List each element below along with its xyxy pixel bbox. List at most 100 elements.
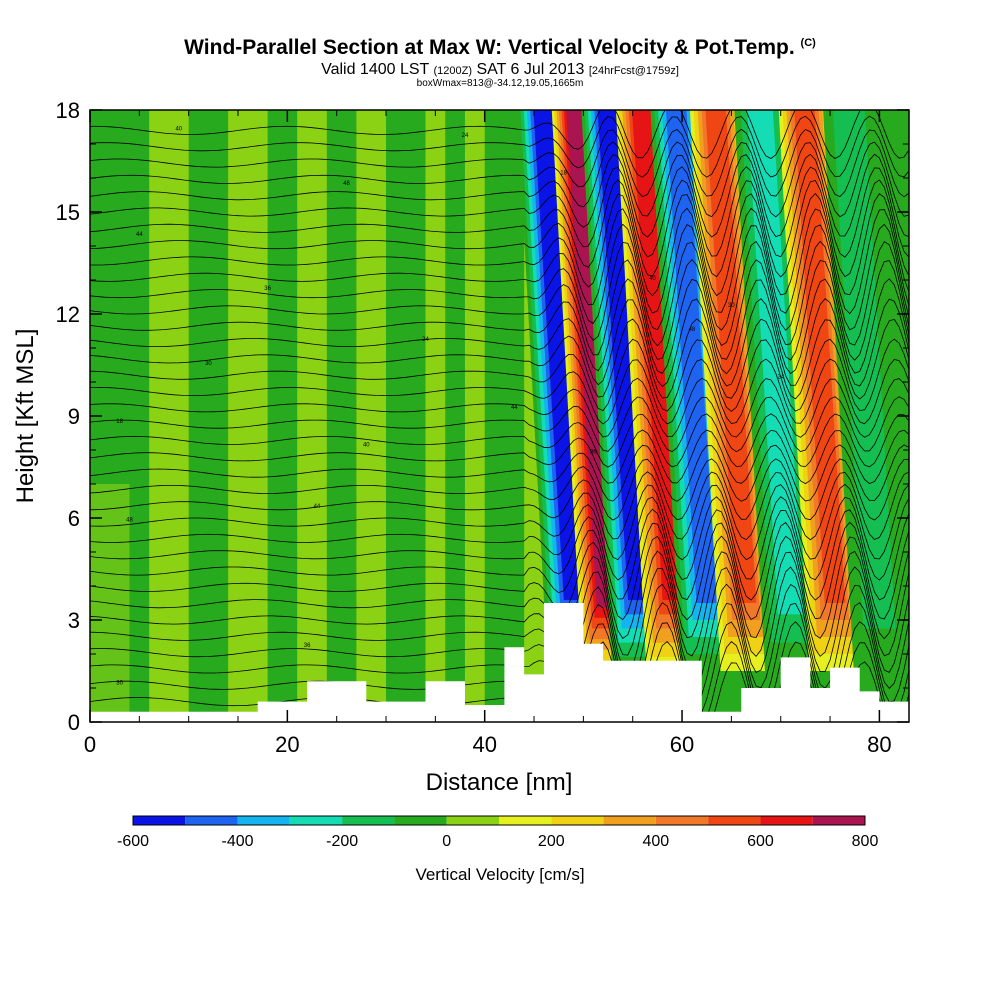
colorbar-segment xyxy=(237,816,290,825)
x-tick-label: 0 xyxy=(84,732,96,757)
y-tick-label: 15 xyxy=(56,200,80,225)
y-axis-title: Height [Kft MSL] xyxy=(12,329,39,504)
isentrope-label: 36 xyxy=(264,286,271,292)
colorbar-segment xyxy=(708,816,761,825)
isentrope-label: 36 xyxy=(304,643,311,649)
isentrope-label: 18 xyxy=(116,419,123,425)
colorbar-segment xyxy=(185,816,238,825)
isentrope-line xyxy=(90,223,909,331)
velocity-band-down xyxy=(665,110,717,603)
isentrope-label: 44 xyxy=(511,405,518,411)
velocity-band-down xyxy=(597,110,648,601)
colorbar-segment xyxy=(133,816,186,825)
colorbar-segment xyxy=(812,816,865,825)
colorbar-segment xyxy=(603,816,656,825)
isentrope-line xyxy=(90,115,909,178)
isentrope-label: 24 xyxy=(422,337,429,343)
velocity-band-down xyxy=(533,110,584,601)
colorbar-title: Vertical Velocity [cm/s] xyxy=(415,865,584,884)
isentrope-line xyxy=(90,396,909,453)
velocity-band-up xyxy=(705,110,757,603)
isentrope-line xyxy=(90,166,909,258)
weak-updraft-band xyxy=(297,110,327,722)
x-tick-label: 80 xyxy=(867,732,891,757)
isentrope-line xyxy=(90,207,909,315)
isentrope-label: 40 xyxy=(649,276,656,282)
y-tick-label: 3 xyxy=(68,608,80,633)
isentrope-line xyxy=(90,496,909,581)
isentrope-label: 44 xyxy=(314,504,321,510)
isentrope-line xyxy=(90,483,909,561)
isentrope-line xyxy=(90,508,909,601)
y-tick-label: 18 xyxy=(56,98,80,123)
isentrope-label: 30 xyxy=(116,681,123,687)
valid-time: Valid 1400 LST xyxy=(321,61,430,78)
colorbar-label: 600 xyxy=(747,833,774,850)
isentrope-line xyxy=(90,471,909,541)
isentrope-line xyxy=(90,338,909,412)
chart-title: Wind-Parallel Section at Max W: Vertical… xyxy=(0,36,1000,60)
isentrope-label: 40 xyxy=(363,443,370,449)
isentrope-line xyxy=(90,179,909,278)
colorbar-segment xyxy=(394,816,447,825)
isentrope-line xyxy=(90,661,909,722)
colorbar-segment xyxy=(289,816,343,825)
y-axis: 0 36 9 12 15 18 xyxy=(56,98,909,735)
colorbar-segment xyxy=(499,816,552,825)
y-tick-label: 12 xyxy=(56,302,80,327)
chart-subtitle: Valid 1400 LST (1200Z) SAT 6 Jul 2013 [2… xyxy=(0,61,1000,79)
isentrope-line xyxy=(90,298,909,387)
valid-zulu: (1200Z) xyxy=(433,65,473,77)
y-tick-label: 0 xyxy=(68,710,80,735)
isentrope-line xyxy=(90,458,909,521)
isentrope-label: 24 xyxy=(462,133,469,139)
x-tick-label: 20 xyxy=(275,732,299,757)
isentrope-line xyxy=(90,583,909,690)
isentrope-line xyxy=(90,429,909,485)
isentrope-label: 36 xyxy=(590,449,597,455)
isentrope-line xyxy=(90,240,909,347)
colorbar-label: -600 xyxy=(117,833,149,850)
colorbar-segment xyxy=(342,816,395,825)
colorbar-label: -200 xyxy=(326,833,358,850)
isentrope-label: 18 xyxy=(560,171,567,177)
isentrope-line xyxy=(90,141,909,218)
colorbar-label: 0 xyxy=(442,833,451,850)
isentrope-label: 30 xyxy=(205,361,212,367)
velocity-band-up xyxy=(794,110,846,603)
x-axis-title: Distance [nm] xyxy=(426,769,573,796)
x-tick-label: 60 xyxy=(670,732,694,757)
isentrope-line xyxy=(90,258,909,361)
forecast-info: [24hrFcst@1759z] xyxy=(588,65,679,77)
chart-title-tag: (C) xyxy=(800,37,816,49)
y-tick-label: 9 xyxy=(68,404,80,429)
chart-title-text: Wind-Parallel Section at Max W: Vertical… xyxy=(184,36,795,59)
isentrope-label: 44 xyxy=(136,232,143,238)
velocity-band-down xyxy=(832,110,896,629)
isentrope-line xyxy=(90,444,909,502)
isentrope-line xyxy=(90,318,909,400)
isentrope-line xyxy=(90,535,909,640)
isentrope-line xyxy=(90,192,909,297)
colorbar: -600 -400 -200 0 200 400 600 800 xyxy=(117,815,879,850)
weak-updraft-band xyxy=(149,110,189,722)
isentrope-line xyxy=(90,413,909,468)
weak-updraft-band xyxy=(228,110,268,722)
isentrope-line xyxy=(90,110,909,159)
colorbar-label: 800 xyxy=(852,833,879,850)
isentrope-label: 48 xyxy=(689,327,696,333)
isentrope-line xyxy=(90,377,909,438)
isentrope-line xyxy=(90,566,909,674)
isentrope-label: 30 xyxy=(728,303,735,309)
terrain xyxy=(90,603,909,722)
isentropes: 40 48 44 36 30 24 18 40 48 44 36 30 24 18 40 48 44 36 30 24 xyxy=(90,110,909,722)
x-axis: 0 20 40 60 80 xyxy=(84,110,892,757)
isentrope-label: 48 xyxy=(343,181,350,187)
isentrope-line xyxy=(90,602,909,704)
colorbar-label: -400 xyxy=(222,833,254,850)
isentrope-line xyxy=(90,550,909,658)
colorbar-segment xyxy=(655,816,709,825)
velocity-band-down xyxy=(747,110,804,615)
weak-updraft-band xyxy=(464,110,485,722)
isentrope-line xyxy=(90,128,909,198)
